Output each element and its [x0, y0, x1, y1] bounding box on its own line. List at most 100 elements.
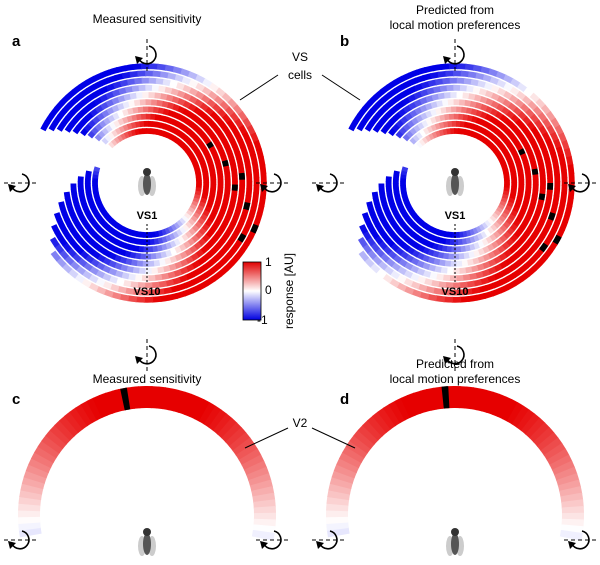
ring-segment: [110, 291, 122, 300]
ring-segment: [86, 246, 96, 256]
ring-segment: [229, 162, 237, 171]
ring-segment: [114, 73, 125, 81]
ring-segment: [436, 244, 443, 252]
ring-segment: [113, 254, 122, 263]
rotation-arrow: [446, 345, 465, 365]
ring-segment: [176, 220, 184, 228]
ring-segment: [525, 266, 537, 277]
ring-segment: [523, 196, 531, 204]
ring-segment: [460, 128, 467, 135]
ring-segment: [128, 244, 135, 252]
ring-segment: [172, 103, 181, 112]
ring-segment: [514, 201, 522, 209]
ring-segment: [482, 253, 491, 262]
ring-marker: [517, 148, 526, 156]
ring-segment: [501, 165, 509, 171]
ring-segment: [533, 106, 544, 117]
ring-segment: [85, 111, 95, 121]
ring-segment: [470, 265, 479, 273]
ring-segment: [352, 113, 363, 125]
ring-segment: [162, 131, 169, 139]
ring-segment: [243, 221, 253, 232]
ring-segment: [444, 113, 451, 121]
ring-segment: [169, 80, 179, 89]
ring-segment: [377, 105, 388, 116]
ring-segment: [381, 202, 390, 211]
ring-segment: [500, 197, 508, 204]
ring-segment: [64, 123, 74, 133]
pointer-line: [244, 427, 289, 449]
ring-segment: [372, 123, 382, 133]
panel-label: a: [12, 33, 21, 50]
ring-segment: [187, 111, 196, 120]
ring-segment: [512, 276, 524, 287]
ring-segment: [436, 229, 443, 237]
ring-segment: [552, 195, 560, 205]
ring-segment: [560, 169, 568, 179]
ring-segment: [193, 165, 201, 171]
ring-segment: [387, 249, 397, 260]
ring-segment: [67, 268, 79, 279]
arc-segment: [546, 448, 570, 466]
arrow-head: [135, 56, 143, 64]
ring-segment: [177, 98, 187, 107]
ring-segment: [377, 212, 386, 221]
ring-segment: [211, 150, 219, 159]
arc-segment: [549, 454, 573, 471]
ring-segment: [201, 234, 211, 243]
ring-segment: [180, 142, 188, 150]
ring-segment: [501, 135, 510, 144]
ring-marker: [538, 193, 546, 201]
ring-segment: [502, 190, 510, 196]
ring-segment: [493, 148, 501, 156]
ring-segment: [496, 95, 507, 105]
ring-segment: [200, 197, 207, 204]
ring-segment: [183, 126, 192, 135]
ring-segment: [127, 107, 135, 115]
ring-segment: [497, 142, 505, 150]
ring-segment: [407, 77, 418, 87]
ring-segment: [189, 203, 197, 211]
ring-segment: [161, 100, 170, 108]
ring-segment: [423, 222, 430, 231]
arc-segment: [362, 419, 383, 441]
ring-segment: [567, 164, 575, 175]
ring-segment: [550, 201, 559, 212]
ring-segment: [122, 101, 131, 109]
arc-segment: [464, 386, 475, 410]
ring-segment: [558, 132, 568, 144]
ring-segment: [420, 112, 429, 121]
ring-segment: [503, 249, 513, 259]
ring-segment: [514, 98, 525, 109]
ring-segment: [497, 154, 505, 162]
arc-segment: [235, 442, 259, 461]
ring-segment: [544, 157, 552, 167]
ring-segment: [135, 296, 146, 303]
ring-segment: [88, 265, 99, 276]
ring-segment: [183, 212, 191, 220]
ring-segment: [203, 125, 213, 135]
ring-segment: [380, 217, 389, 227]
ring-segment: [229, 112, 240, 123]
ring-segment: [435, 295, 446, 303]
ring-segment: [429, 71, 440, 80]
ring-segment: [501, 194, 509, 200]
ring-segment: [504, 117, 513, 127]
ring-segment: [107, 114, 116, 123]
ring-segment: [499, 145, 508, 153]
ring-segment: [202, 209, 210, 218]
ring-segment: [492, 279, 503, 289]
rotation-arrow: [319, 530, 338, 550]
ring-segment: [170, 88, 180, 97]
ring-segment: [198, 201, 206, 208]
ring-segment: [480, 231, 487, 239]
ring-segment: [507, 160, 515, 168]
ring-segment: [485, 236, 493, 244]
ring-segment: [426, 256, 435, 264]
rotation-arrow: [138, 45, 157, 65]
ring-segment: [173, 222, 181, 230]
ring-layer: [18, 63, 584, 541]
ring-segment: [209, 188, 217, 195]
ring-segment: [129, 251, 136, 259]
ring-segment: [480, 103, 489, 112]
